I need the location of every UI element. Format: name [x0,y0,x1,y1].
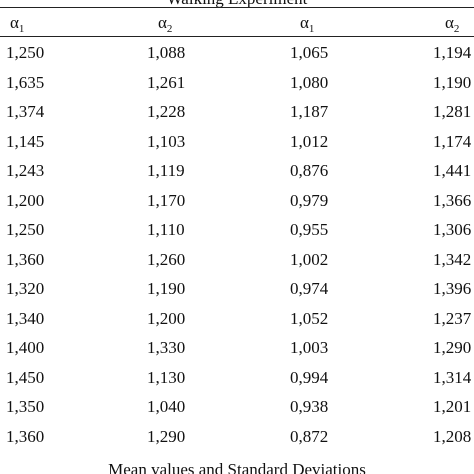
table-cell: 1,290 [147,426,186,446]
table-row: 1,360 1,290 0,872 1,208 [0,424,474,450]
table-cell: 1,002 [290,249,329,269]
table-cell: 1,340 [6,308,45,328]
table-cell: 1,374 [6,102,45,121]
table-cell: 1,012 [290,131,329,151]
table-cell: 1,201 [433,397,472,416]
table-cell: 1,441 [433,161,472,180]
table-cell: 1,261 [147,72,186,92]
table-cell: 1,635 [6,72,45,92]
table-cell: 1,360 [6,249,45,269]
table-cell: 0,979 [290,190,329,210]
table-cell: 1,281 [433,102,472,121]
table-cell: 1,260 [147,249,186,269]
table-row: 1,200 1,170 0,979 1,366 [0,188,474,214]
table-cell: 0,994 [290,367,329,387]
header-row: α1 α2 α1 α2 [0,10,474,36]
header-rule [0,36,474,37]
table-cell: 1,052 [290,308,329,328]
table-cell: 1,360 [6,426,45,446]
table-row: 1,250 1,088 1,065 1,194 [0,40,474,66]
table-cell: 1,320 [6,279,45,298]
table-row: 1,340 1,200 1,052 1,237 [0,306,474,332]
table-cell: 1,174 [433,131,472,151]
table-cell: 1,250 [6,220,45,239]
table-row: 1,635 1,261 1,080 1,190 [0,70,474,96]
table-cell: 0,872 [290,426,329,446]
table-cell: 1,187 [290,102,329,121]
table-cell: 1,366 [433,190,472,210]
table-cell: 1,065 [290,43,329,62]
table-row: 1,145 1,103 1,012 1,174 [0,129,474,155]
table-row: 1,374 1,228 1,187 1,281 [0,99,474,125]
table-cell: 1,228 [147,102,186,121]
table-cell: 1,170 [147,190,186,210]
table-cell: 1,130 [147,367,186,387]
table-cell: 1,250 [6,43,45,62]
table-cell: 1,243 [6,161,45,180]
table-cell: 1,400 [6,338,45,357]
table-cell: 1,190 [147,279,186,298]
table-cell: 1,088 [147,43,186,62]
table-cell: 1,208 [433,426,472,446]
table-cell: 1,194 [433,43,472,62]
table-cell: 1,190 [433,72,472,92]
table-row: 1,400 1,330 1,003 1,290 [0,335,474,361]
table-cell: 1,290 [433,338,472,357]
table-section-caption: Walking Experiment [0,0,474,9]
table-cell: 1,306 [433,220,472,239]
table-cell: 1,040 [147,397,186,416]
header-alpha-2-left: α2 [158,13,173,35]
table-cell: 1,237 [433,308,472,328]
table-row: 1,320 1,190 0,974 1,396 [0,276,474,302]
table-cell: 1,450 [6,367,45,387]
table-cell: 1,200 [6,190,45,210]
table-row: 1,250 1,110 0,955 1,306 [0,217,474,243]
header-alpha-2-right: α2 [445,13,460,35]
table-row: 1,360 1,260 1,002 1,342 [0,247,474,273]
table-cell: 1,119 [147,161,185,180]
table-cell: 1,080 [290,72,329,92]
table-cell: 1,330 [147,338,186,357]
header-alpha-1-right: α1 [300,13,315,35]
table-row: 1,243 1,119 0,876 1,441 [0,158,474,184]
table-cell: 1,003 [290,338,329,357]
table-cell: 0,876 [290,161,329,180]
table-cell: 1,103 [147,131,186,151]
table-cell: 0,955 [290,220,329,239]
table-cell: 1,342 [433,249,472,269]
table-cell: 1,396 [433,279,472,298]
table-cell: 1,200 [147,308,186,328]
table-cell: 1,145 [6,131,45,151]
header-alpha-1-left: α1 [10,13,25,35]
table-cell: 1,110 [147,220,185,239]
top-rule [0,7,474,8]
table-cell: 0,974 [290,279,329,298]
table-row: 1,350 1,040 0,938 1,201 [0,394,474,420]
table-cell: 0,938 [290,397,329,416]
table-cell: 1,314 [433,367,472,387]
table-footer-caption: Mean values and Standard Deviations [108,460,366,474]
table-row: 1,450 1,130 0,994 1,314 [0,365,474,391]
table-cell: 1,350 [6,397,45,416]
